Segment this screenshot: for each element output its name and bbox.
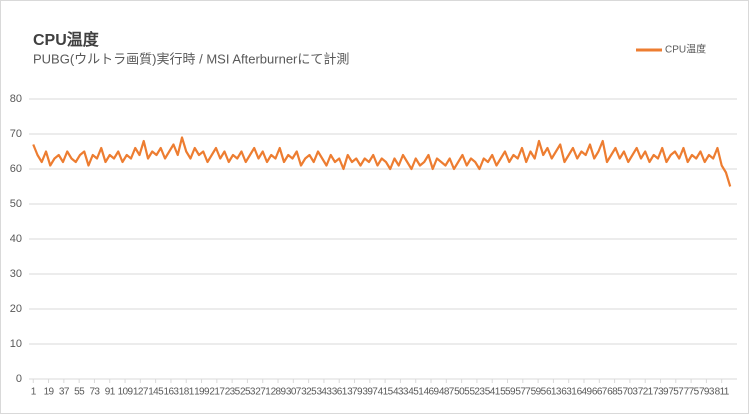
x-tick-label: 433 xyxy=(393,387,409,398)
x-tick-label: 739 xyxy=(653,387,669,398)
legend-label: CPU温度 xyxy=(665,43,706,56)
x-tick-label: 343 xyxy=(316,387,332,398)
chart-title: CPU温度 xyxy=(33,30,100,49)
x-tick-label: 235 xyxy=(225,387,241,398)
x-tick-label: 793 xyxy=(699,387,715,398)
x-tick-label: 19 xyxy=(44,387,55,398)
x-tick-label: 217 xyxy=(209,387,225,398)
x-tick-label: 451 xyxy=(408,387,424,398)
x-tick-label: 775 xyxy=(684,387,700,398)
x-tick-label: 577 xyxy=(515,387,531,398)
x-tick-label: 703 xyxy=(622,387,638,398)
y-tick-label: 40 xyxy=(10,233,22,245)
x-tick-label: 1 xyxy=(31,387,37,398)
x-tick-label: 595 xyxy=(531,387,547,398)
x-tick-label: 667 xyxy=(592,387,608,398)
y-tick-label: 30 xyxy=(10,268,22,280)
x-tick-label: 91 xyxy=(105,387,116,398)
x-tick-label: 325 xyxy=(301,387,317,398)
y-tick-label: 0 xyxy=(16,373,22,385)
x-tick-label: 397 xyxy=(362,387,378,398)
x-tick-label: 649 xyxy=(577,387,593,398)
chart-subtitle: PUBG(ウルトラ画質)実行時 / MSI Afterburnerにて計測 xyxy=(33,51,349,66)
x-tick-label: 289 xyxy=(271,387,287,398)
x-tick-label: 487 xyxy=(439,387,455,398)
y-tick-label: 10 xyxy=(10,338,22,350)
x-tick-label: 415 xyxy=(378,387,394,398)
x-tick-label: 757 xyxy=(668,387,684,398)
x-tick-label: 379 xyxy=(347,387,363,398)
x-tick-label: 73 xyxy=(89,387,100,398)
x-tick-label: 253 xyxy=(240,387,256,398)
x-tick-label: 631 xyxy=(561,387,577,398)
x-tick-label: 811 xyxy=(715,387,730,398)
x-tick-label: 721 xyxy=(638,387,654,398)
x-tick-label: 271 xyxy=(255,387,271,398)
x-tick-label: 505 xyxy=(454,387,470,398)
x-tick-label: 613 xyxy=(546,387,562,398)
y-tick-label: 50 xyxy=(10,198,22,210)
x-tick-label: 307 xyxy=(286,387,302,398)
x-tick-label: 559 xyxy=(500,387,516,398)
y-tick-label: 60 xyxy=(10,163,22,175)
x-tick-label: 541 xyxy=(485,387,501,398)
x-tick-label: 127 xyxy=(133,387,149,398)
x-tick-label: 685 xyxy=(607,387,623,398)
x-tick-label: 469 xyxy=(424,387,440,398)
y-tick-label: 20 xyxy=(10,303,22,315)
x-tick-label: 523 xyxy=(469,387,485,398)
x-tick-label: 37 xyxy=(59,387,70,398)
x-tick-label: 163 xyxy=(163,387,179,398)
x-tick-label: 55 xyxy=(74,387,85,398)
line xyxy=(32,136,732,187)
x-tick-label: 199 xyxy=(194,387,210,398)
y-tick-label: 80 xyxy=(10,93,22,105)
y-tick-label: 70 xyxy=(10,128,22,140)
x-tick-label: 145 xyxy=(148,387,164,398)
x-tick-label: 109 xyxy=(118,387,134,398)
x-tick-label: 181 xyxy=(179,387,195,398)
x-tick-label: 361 xyxy=(332,387,348,398)
